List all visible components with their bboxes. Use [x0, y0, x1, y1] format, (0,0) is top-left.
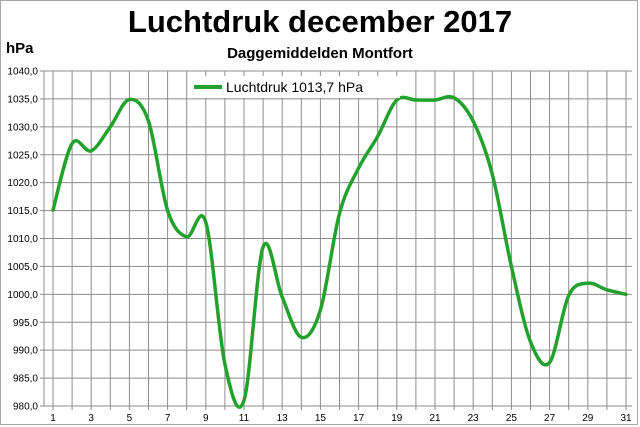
x-tick-label: 1 — [50, 413, 56, 424]
data-point — [338, 212, 341, 215]
x-tick-label: 7 — [165, 413, 171, 424]
y-tick-label: 1000,0 — [7, 290, 38, 301]
y-tick-label: 995,0 — [13, 318, 38, 329]
x-tick-label: 29 — [582, 413, 594, 424]
x-tick-labels: 1 3 5 7 9 11 13 15 17 19 21 23 25 27 29 31 — [50, 413, 632, 424]
data-point — [281, 295, 284, 299]
data-point — [185, 235, 188, 239]
data-point — [472, 120, 475, 123]
y-tick-label: 1040,0 — [7, 67, 38, 78]
data-point — [624, 293, 628, 296]
x-tick-label: 5 — [127, 413, 133, 424]
data-point — [605, 288, 609, 292]
x-tick-label: 21 — [429, 413, 441, 424]
y-tick-label: 1025,0 — [7, 150, 38, 161]
data-point — [395, 98, 398, 102]
y-tick-label: 1015,0 — [7, 206, 38, 217]
legend: Luchtdruk 1013,7 hPa — [190, 76, 400, 98]
x-tick-label: 3 — [88, 413, 94, 424]
data-point — [529, 340, 532, 343]
data-point — [510, 265, 513, 268]
data-point — [548, 361, 551, 364]
y-tick-label: 1010,0 — [7, 234, 38, 245]
x-tick-label: 27 — [544, 413, 556, 424]
axes — [40, 70, 632, 410]
data-point — [90, 149, 93, 153]
data-point — [242, 399, 246, 402]
data-point — [586, 281, 589, 285]
data-point — [319, 308, 322, 312]
data-point — [491, 173, 494, 176]
data-point — [300, 336, 303, 339]
data-point — [376, 135, 379, 138]
series-line — [51, 94, 628, 409]
data-point — [204, 221, 207, 224]
y-tick-label: 1020,0 — [7, 178, 38, 189]
y-axis-unit-label: hPa — [6, 40, 34, 57]
x-tick-label: 11 — [239, 413, 250, 424]
data-point — [452, 96, 456, 100]
chart-subtitle: Daggemiddelden Montfort — [227, 45, 413, 62]
data-point — [567, 294, 570, 297]
data-point — [109, 125, 112, 129]
data-point — [128, 98, 131, 101]
data-point — [433, 98, 437, 102]
y-tick-label: 1035,0 — [7, 94, 38, 105]
x-tick-label: 15 — [315, 413, 327, 424]
x-tick-label: 25 — [506, 413, 518, 424]
data-point — [357, 166, 360, 170]
chart-title: Luchtdruk december 2017 — [127, 4, 513, 39]
data-point — [261, 245, 265, 249]
data-point — [70, 142, 74, 145]
y-tick-label: 990,0 — [13, 346, 38, 357]
data-point — [223, 362, 227, 366]
y-tick-label: 985,0 — [13, 374, 38, 385]
series-lines — [51, 94, 628, 409]
x-tick-label: 13 — [277, 413, 289, 424]
y-tick-label: 1005,0 — [7, 262, 38, 273]
x-tick-label: 23 — [468, 413, 480, 424]
data-point — [166, 209, 169, 212]
legend-box — [190, 76, 400, 98]
legend-label: Luchtdruk 1013,7 hPa — [226, 79, 363, 95]
x-tick-label: 19 — [391, 413, 403, 424]
data-point — [51, 208, 55, 212]
x-tick-label: 31 — [620, 413, 632, 424]
x-tick-label: 17 — [353, 413, 365, 424]
y-tick-labels: 980,0 985,0 990,0 995,0 1000,0 1005,0 1010,0 10… — [7, 67, 38, 413]
data-point — [414, 98, 418, 102]
x-tick-label: 9 — [203, 413, 209, 424]
y-tick-label: 1030,0 — [7, 122, 38, 133]
gridlines — [44, 70, 632, 407]
data-point — [147, 120, 150, 123]
y-tick-label: 980,0 — [13, 402, 38, 413]
